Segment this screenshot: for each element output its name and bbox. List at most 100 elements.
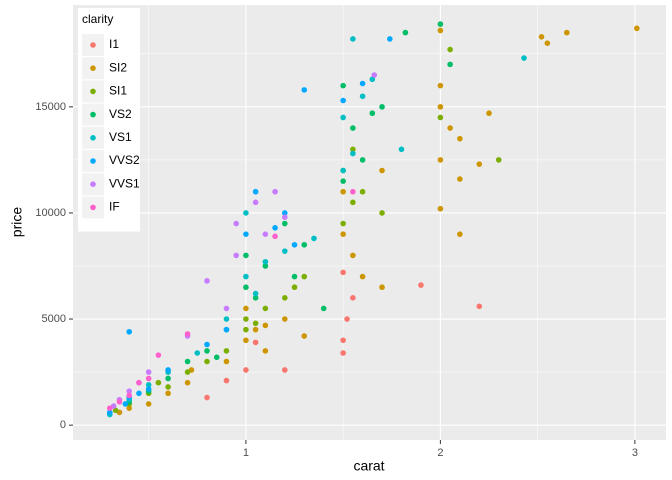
point — [243, 284, 249, 291]
point — [398, 146, 405, 153]
point — [301, 333, 308, 339]
point — [437, 21, 444, 27]
point — [155, 352, 162, 358]
point — [447, 125, 453, 131]
point — [437, 205, 444, 212]
point — [136, 379, 142, 386]
point — [112, 407, 119, 414]
point — [252, 339, 259, 346]
point — [281, 367, 288, 373]
point — [281, 210, 288, 216]
point — [233, 220, 239, 227]
point — [243, 231, 249, 237]
point — [252, 320, 259, 327]
point — [379, 284, 385, 291]
point — [476, 303, 483, 310]
legend-label: SI2 — [109, 60, 127, 74]
x-tick-label: 1 — [243, 447, 249, 459]
legend-marker — [90, 204, 96, 211]
point — [204, 278, 210, 284]
point — [291, 241, 298, 248]
legend-marker — [90, 181, 96, 187]
legend-label: VVS1 — [109, 176, 140, 190]
point — [359, 157, 366, 163]
x-tick-label: 2 — [437, 447, 443, 459]
point — [116, 399, 123, 405]
point — [291, 284, 298, 291]
point — [262, 322, 269, 329]
point — [262, 231, 269, 237]
point — [243, 326, 249, 333]
point — [243, 337, 249, 344]
legend-label: VS2 — [109, 107, 132, 121]
point — [350, 146, 356, 153]
point — [476, 161, 483, 167]
point — [359, 273, 366, 280]
point — [340, 188, 346, 195]
point — [243, 252, 249, 259]
point — [301, 273, 308, 280]
x-axis-title: carat — [353, 458, 384, 474]
point — [252, 188, 259, 195]
point — [379, 167, 385, 174]
y-tick-label: 15000 — [35, 101, 66, 113]
point — [311, 235, 317, 242]
point — [291, 273, 298, 280]
point — [281, 214, 288, 220]
point — [402, 29, 409, 36]
point — [544, 40, 551, 46]
point — [340, 178, 346, 184]
point — [184, 369, 191, 375]
point — [272, 225, 278, 231]
point — [145, 386, 152, 392]
point — [204, 394, 210, 401]
point — [145, 369, 152, 375]
legend-marker — [90, 135, 96, 141]
point — [320, 305, 327, 312]
point — [359, 188, 366, 195]
point — [564, 29, 570, 36]
y-tick-label: 10000 — [35, 207, 66, 219]
point — [281, 295, 288, 301]
legend-marker — [90, 65, 96, 71]
point — [106, 409, 113, 416]
point — [223, 358, 230, 365]
point — [204, 348, 210, 354]
point — [252, 199, 259, 206]
point — [418, 282, 424, 288]
point — [387, 36, 393, 42]
point — [106, 405, 113, 411]
point — [340, 337, 346, 344]
legend-marker — [90, 88, 96, 95]
point — [194, 350, 201, 356]
point — [243, 305, 249, 312]
point — [350, 125, 356, 131]
point — [145, 401, 152, 407]
point — [340, 82, 346, 89]
point — [272, 233, 278, 240]
point — [486, 110, 492, 117]
point — [350, 199, 356, 206]
point — [340, 231, 346, 237]
point — [350, 150, 356, 157]
point — [340, 114, 346, 121]
legend-marker — [90, 111, 96, 118]
point — [145, 382, 152, 388]
point — [369, 110, 376, 117]
y-tick-label: 0 — [60, 419, 66, 431]
point — [122, 401, 129, 407]
point — [457, 231, 463, 237]
point — [281, 248, 288, 254]
point — [634, 25, 640, 32]
point — [223, 326, 230, 333]
point — [521, 55, 527, 61]
point — [223, 348, 230, 354]
legend-label: I1 — [109, 37, 119, 51]
point — [262, 348, 269, 354]
point — [262, 258, 269, 265]
point — [252, 290, 259, 297]
point — [223, 316, 230, 322]
point — [437, 114, 444, 121]
point — [437, 82, 444, 89]
